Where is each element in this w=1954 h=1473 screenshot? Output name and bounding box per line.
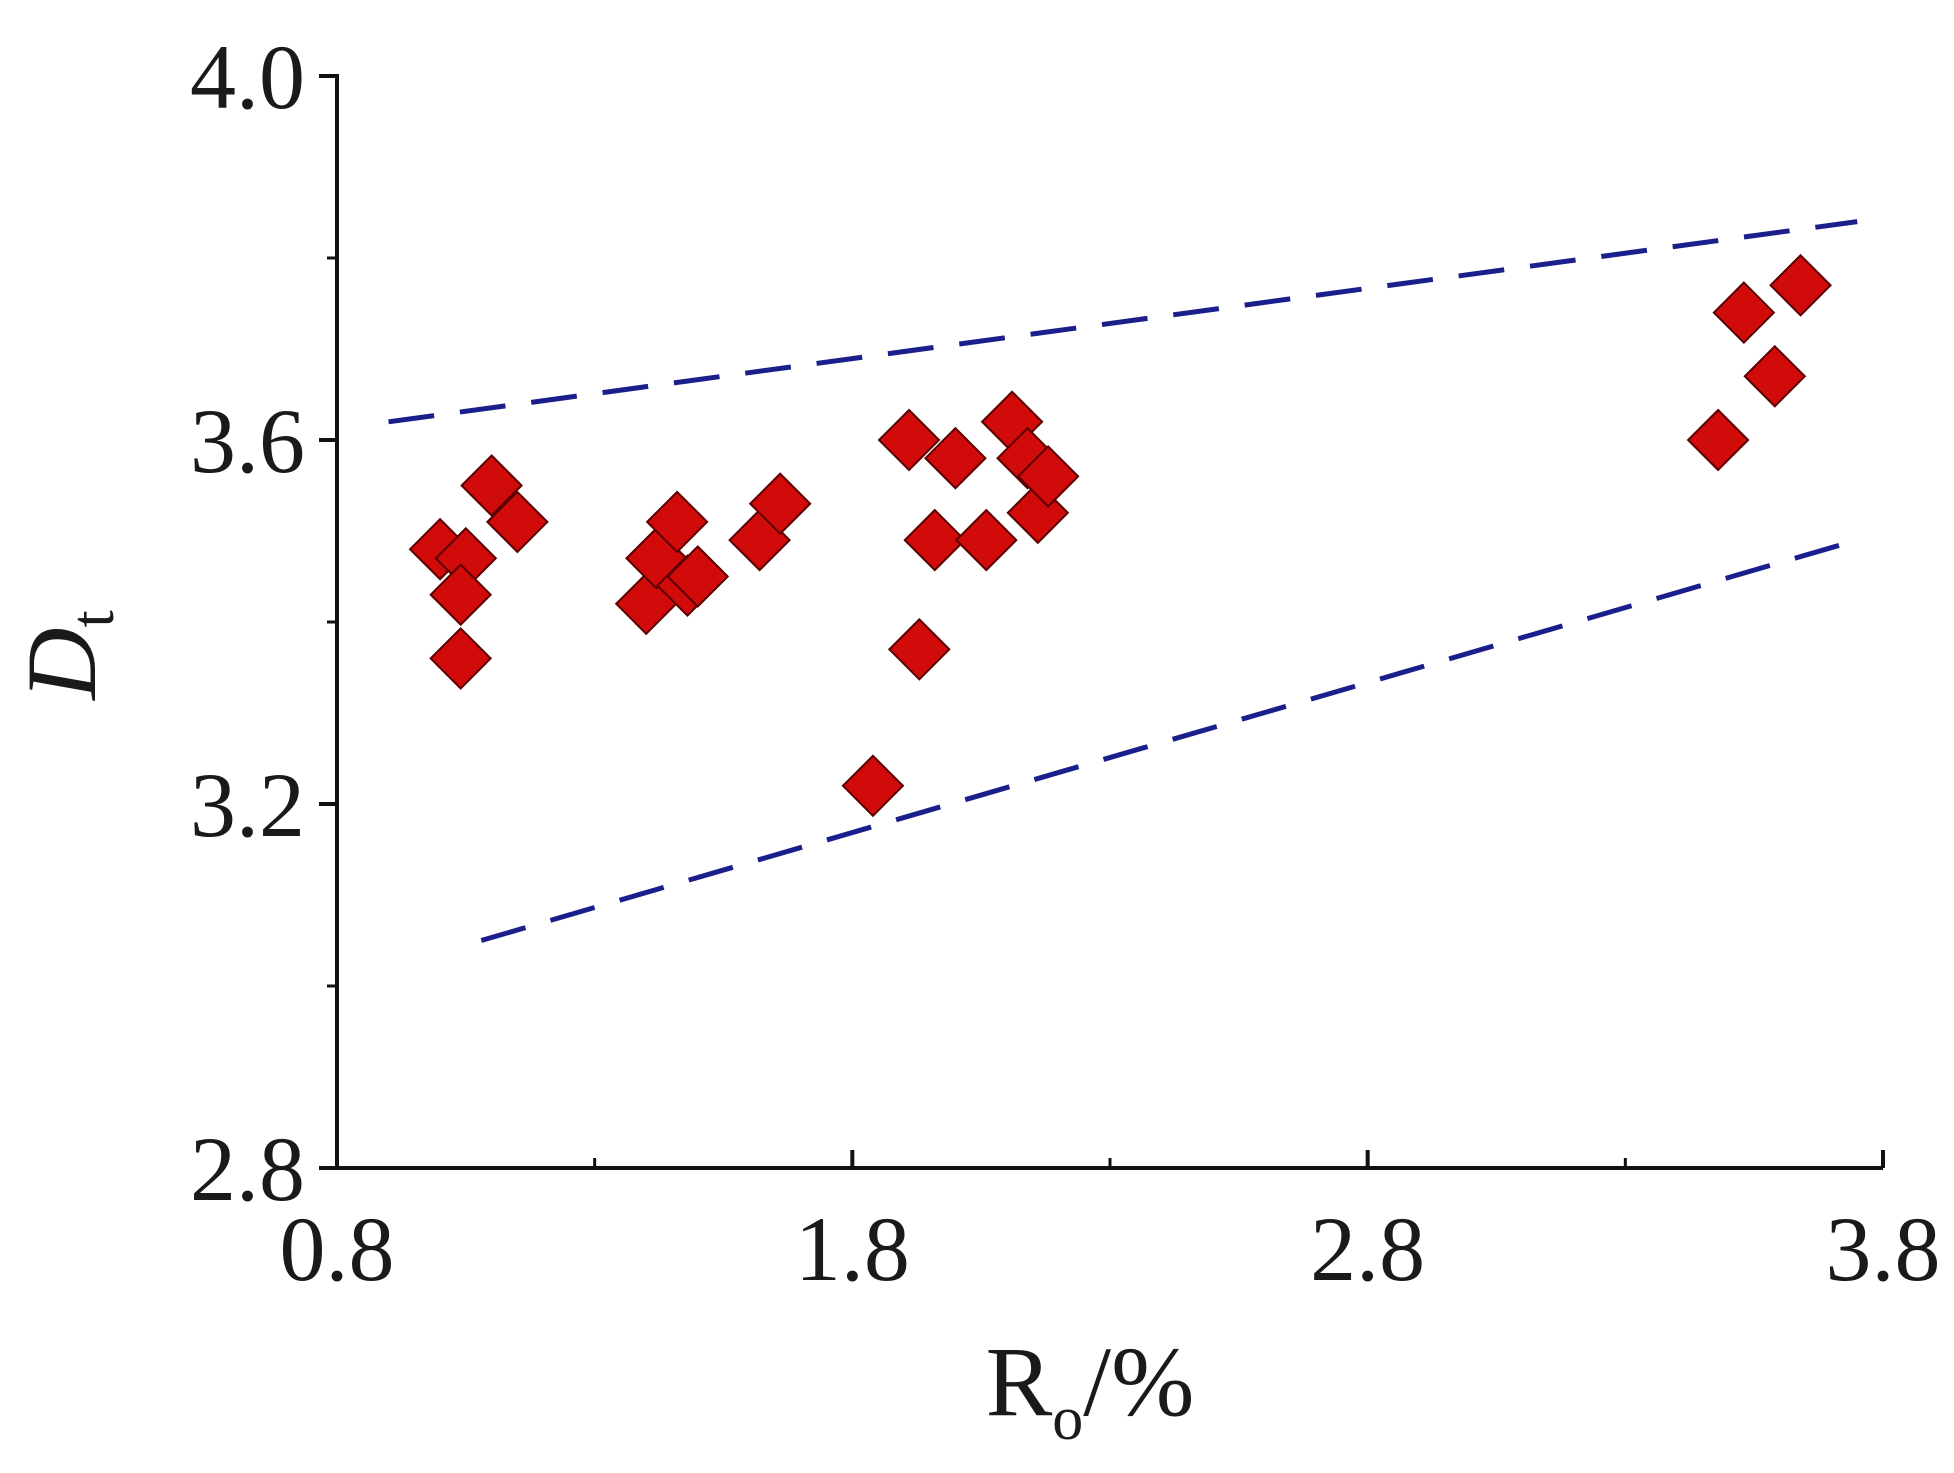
data-point-diamond <box>1712 281 1776 345</box>
data-point-diamond <box>954 508 1018 572</box>
data-point-diamond <box>429 563 493 627</box>
x-axis-label-main: R <box>986 1326 1053 1437</box>
boundary-lines-layer <box>388 219 1858 943</box>
boundary-dashed-line <box>480 537 1858 943</box>
x-axis-label-sub: o <box>1052 1385 1083 1453</box>
data-point-diamond <box>903 508 967 572</box>
x-axis-label-suffix: /% <box>1083 1326 1194 1437</box>
y-tick-label: 3.2 <box>190 754 305 856</box>
y-tick-label: 2.8 <box>190 1118 305 1220</box>
x-axis-label: Ro/% <box>986 1326 1195 1453</box>
y-axis-label-sub: t <box>59 610 127 627</box>
data-points-layer <box>408 253 1832 818</box>
y-tick-label: 3.6 <box>190 390 305 492</box>
data-point-diamond <box>429 626 493 690</box>
data-point-diamond <box>923 426 987 490</box>
data-point-diamond <box>1769 253 1832 317</box>
boundary-dashed-line <box>388 219 1858 425</box>
axes-layer: 2.8 3.2 3.6 4.0 0.8 1.8 2.8 3.8 <box>190 26 1941 1300</box>
x-tick-label: 0.8 <box>280 1198 395 1300</box>
data-point-diamond <box>1686 408 1750 472</box>
data-point-diamond <box>460 454 524 517</box>
data-point-diamond <box>887 617 951 681</box>
data-point-diamond <box>877 408 941 472</box>
y-axis-label-main: D <box>6 628 117 702</box>
x-tick-label: 3.8 <box>1826 1198 1941 1300</box>
data-point-diamond <box>841 754 905 818</box>
data-point-diamond <box>645 490 709 554</box>
y-axis-label: Dt <box>6 610 127 701</box>
x-tick-label: 1.8 <box>795 1198 910 1300</box>
data-point-diamond <box>485 490 549 554</box>
data-point-diamond <box>748 472 812 536</box>
data-point-diamond <box>666 545 730 608</box>
data-point-diamond <box>1016 444 1080 508</box>
data-point-diamond <box>1743 344 1807 408</box>
y-tick-label: 4.0 <box>190 26 305 128</box>
x-tick-label: 2.8 <box>1310 1198 1425 1300</box>
